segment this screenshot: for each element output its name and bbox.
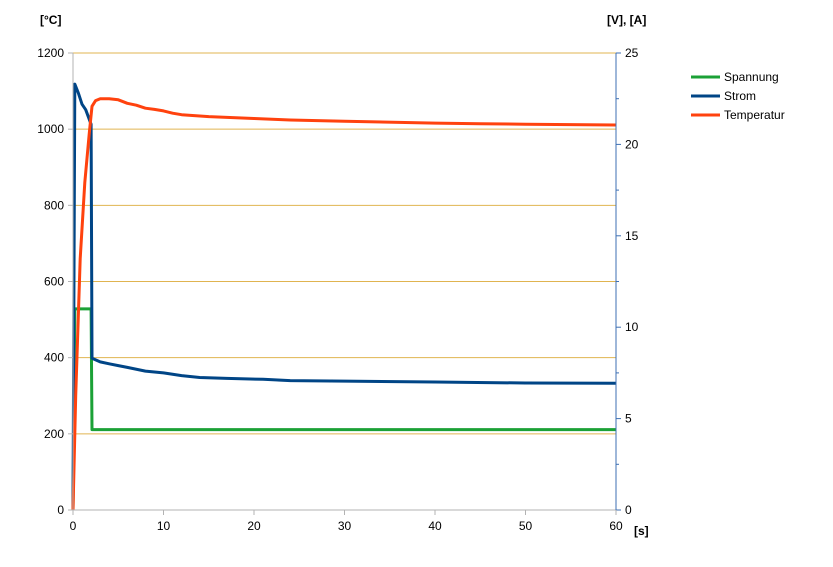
y-right-tick-label: 20 bbox=[625, 137, 639, 151]
y-right-tick-label: 5 bbox=[625, 412, 632, 426]
axis-layer: 0 200 400 600 800 1000 1200 0 5 10 15 20 25 0 10 20 30 40… bbox=[37, 46, 638, 533]
series-line-temperatur bbox=[71, 97, 617, 511]
y-left-tick-label: 1200 bbox=[37, 46, 64, 60]
y-left-tick-label: 600 bbox=[44, 275, 64, 289]
y-left-tick-label: 200 bbox=[44, 427, 64, 441]
series-layer bbox=[71, 82, 617, 511]
legend: Spannung Strom Temperatur bbox=[691, 70, 785, 122]
x-tick-label: 40 bbox=[428, 519, 442, 533]
y-right-unit-label: [V], [A] bbox=[607, 13, 646, 27]
grid-layer bbox=[73, 52, 616, 435]
legend-label-temperatur: Temperatur bbox=[724, 108, 785, 122]
y-left-tick-label: 0 bbox=[57, 503, 64, 517]
y-left-tick-label: 800 bbox=[44, 198, 64, 212]
y-left-unit-label: [°C] bbox=[40, 13, 61, 27]
x-tick-label: 0 bbox=[70, 519, 77, 533]
y-left-tick-label: 1000 bbox=[37, 122, 64, 136]
x-unit-label: [s] bbox=[634, 524, 649, 538]
y-right-tick-label: 0 bbox=[625, 503, 632, 517]
y-right-tick-label: 15 bbox=[625, 229, 639, 243]
series-line-spannung bbox=[71, 307, 616, 511]
y-right-tick-label: 25 bbox=[625, 46, 639, 60]
legend-label-strom: Strom bbox=[724, 89, 756, 103]
x-tick-label: 60 bbox=[609, 519, 623, 533]
y-left-tick-label: 400 bbox=[44, 351, 64, 365]
y-right-tick-label: 10 bbox=[625, 320, 639, 334]
legend-label-spannung: Spannung bbox=[724, 70, 779, 84]
series-line-strom bbox=[71, 82, 617, 511]
x-tick-label: 20 bbox=[247, 519, 261, 533]
x-tick-label: 30 bbox=[338, 519, 352, 533]
x-tick-label: 10 bbox=[157, 519, 171, 533]
x-tick-label: 50 bbox=[519, 519, 533, 533]
